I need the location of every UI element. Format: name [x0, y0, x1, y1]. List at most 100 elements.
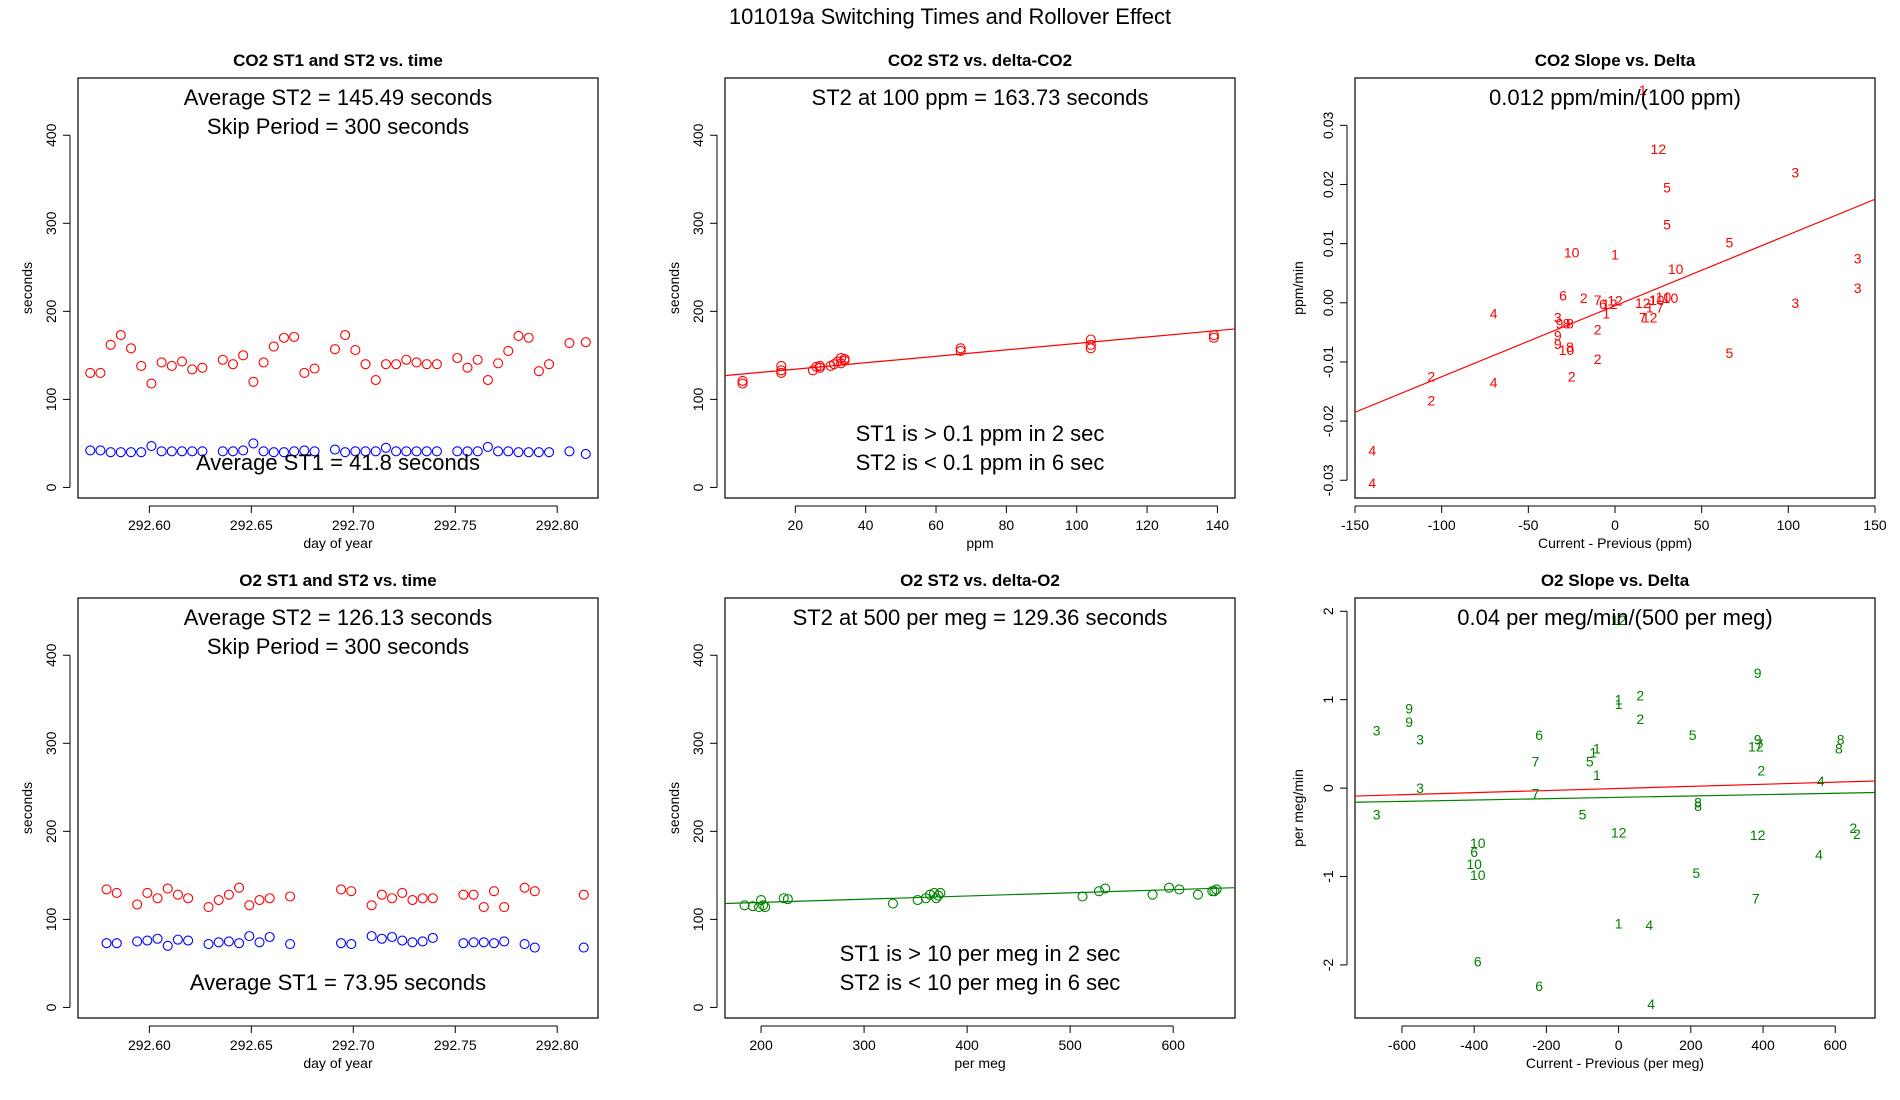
plot-area	[101, 882, 589, 953]
data-point	[329, 344, 340, 355]
point-label: 5	[1663, 179, 1671, 195]
figure-title: 101019a Switching Times and Rollover Eff…	[728, 4, 1172, 29]
y-tick-label: 400	[690, 643, 706, 667]
data-point	[1164, 882, 1175, 893]
data-point	[458, 938, 469, 949]
y-tick-label: 100	[43, 387, 59, 411]
data-point	[1192, 889, 1203, 900]
point-label: 10	[1649, 292, 1665, 308]
point-label: 4	[1817, 773, 1825, 789]
data-point	[217, 354, 228, 365]
annotation: 0.04 per meg/min/(500 per meg)	[1457, 605, 1773, 630]
x-tick-label: 500	[1058, 1037, 1082, 1053]
point-label: 12	[1635, 295, 1651, 311]
x-tick-label: -600	[1388, 1037, 1416, 1053]
x-tick-label: 600	[1162, 1037, 1186, 1053]
data-point	[523, 447, 534, 458]
y-tick-label: 200	[43, 819, 59, 843]
y-tick-label: 300	[690, 731, 706, 755]
point-label: 2	[1580, 290, 1588, 306]
data-point	[309, 363, 320, 374]
x-axis-label: Current - Previous (ppm)	[1538, 535, 1692, 551]
data-point	[238, 350, 249, 361]
plot-frame	[1354, 597, 1876, 1019]
y-tick-label: 0	[43, 483, 59, 491]
data-point	[227, 446, 239, 457]
data-point	[401, 354, 412, 365]
y-tick-label: 200	[690, 299, 706, 323]
point-label: 9	[1405, 714, 1413, 730]
x-tick-label: 292.65	[230, 1037, 273, 1053]
data-point	[380, 442, 391, 453]
data-point	[197, 446, 208, 457]
annotation: ST1 is > 0.1 ppm in 2 sec	[856, 421, 1105, 446]
y-tick-label: 2	[1320, 607, 1336, 615]
point-label: 9	[1554, 336, 1562, 352]
data-point	[166, 446, 177, 457]
point-label: 4	[1645, 917, 1653, 933]
data-point	[360, 359, 371, 370]
point-label: 1	[1602, 305, 1610, 321]
data-point	[482, 441, 493, 452]
x-tick-label: -100	[1428, 517, 1456, 533]
point-label: 9	[1556, 315, 1564, 331]
plot-area	[725, 328, 1235, 389]
data-point	[513, 330, 524, 342]
chart-title: O2 ST1 and ST2 vs. time	[239, 571, 436, 590]
y-tick-label: -0.03	[1320, 464, 1336, 496]
data-point	[285, 938, 296, 950]
chart-co2_slope: CO2 Slope vs. Delta -150 -100 -50 0 50 100 150 C…	[1290, 51, 1887, 551]
plot-frame	[724, 597, 1236, 1019]
data-point	[452, 352, 463, 364]
x-tick-label: 292.60	[128, 1037, 171, 1053]
point-label: 6	[1535, 727, 1543, 743]
data-point	[254, 894, 265, 906]
x-tick-label: 0	[1615, 1037, 1623, 1053]
data-point	[217, 446, 228, 457]
x-tick-label: 300	[852, 1037, 876, 1053]
y-axis-label: ppm/min	[1290, 261, 1306, 315]
point-label: 4	[1490, 375, 1498, 391]
data-point	[564, 446, 575, 457]
x-axis-label: per meg	[954, 1055, 1005, 1071]
point-label: 3	[1416, 780, 1424, 796]
chart-title: O2 Slope vs. Delta	[1541, 571, 1690, 590]
x-tick-label: 400	[1751, 1037, 1775, 1053]
data-point	[234, 938, 245, 949]
annotation: 0.012 ppm/min/(100 ppm)	[1489, 85, 1741, 110]
point-label: 3	[1373, 807, 1381, 823]
chart-title: CO2 ST2 vs. delta-CO2	[888, 51, 1072, 70]
point-label: 5	[1586, 754, 1594, 770]
data-point	[132, 936, 143, 947]
data-point	[468, 889, 479, 900]
data-point	[329, 444, 340, 455]
fit-line	[1355, 791, 1875, 803]
fit-line	[725, 887, 1235, 905]
point-label: 6	[1470, 844, 1478, 860]
data-point	[268, 341, 279, 352]
data-point	[366, 931, 377, 942]
x-tick-label: 50	[1694, 517, 1710, 533]
data-point	[580, 337, 591, 348]
plot-frame	[1354, 77, 1876, 499]
chart-co2_delta: CO2 ST2 vs. delta-CO2 20 40 60 80 100 120 140 pp…	[666, 51, 1236, 551]
y-axis-label: seconds	[19, 262, 35, 314]
x-tick-label: 80	[999, 517, 1015, 533]
point-label: 5	[1663, 217, 1671, 233]
data-point	[254, 937, 265, 948]
x-tick-label: 292.80	[536, 1037, 579, 1053]
data-point	[370, 446, 381, 457]
annotation: Average ST2 = 145.49 seconds	[184, 85, 492, 110]
data-point	[1211, 884, 1222, 895]
data-point	[417, 893, 428, 904]
data-point	[887, 898, 898, 909]
x-tick-label: 400	[955, 1037, 979, 1053]
data-point	[183, 935, 194, 946]
point-label: 2	[1757, 762, 1765, 778]
point-label: 12	[1611, 824, 1627, 840]
data-point	[346, 886, 357, 897]
point-label: 5	[1726, 345, 1734, 361]
x-tick-label: 60	[928, 517, 944, 533]
data-point	[176, 356, 188, 367]
